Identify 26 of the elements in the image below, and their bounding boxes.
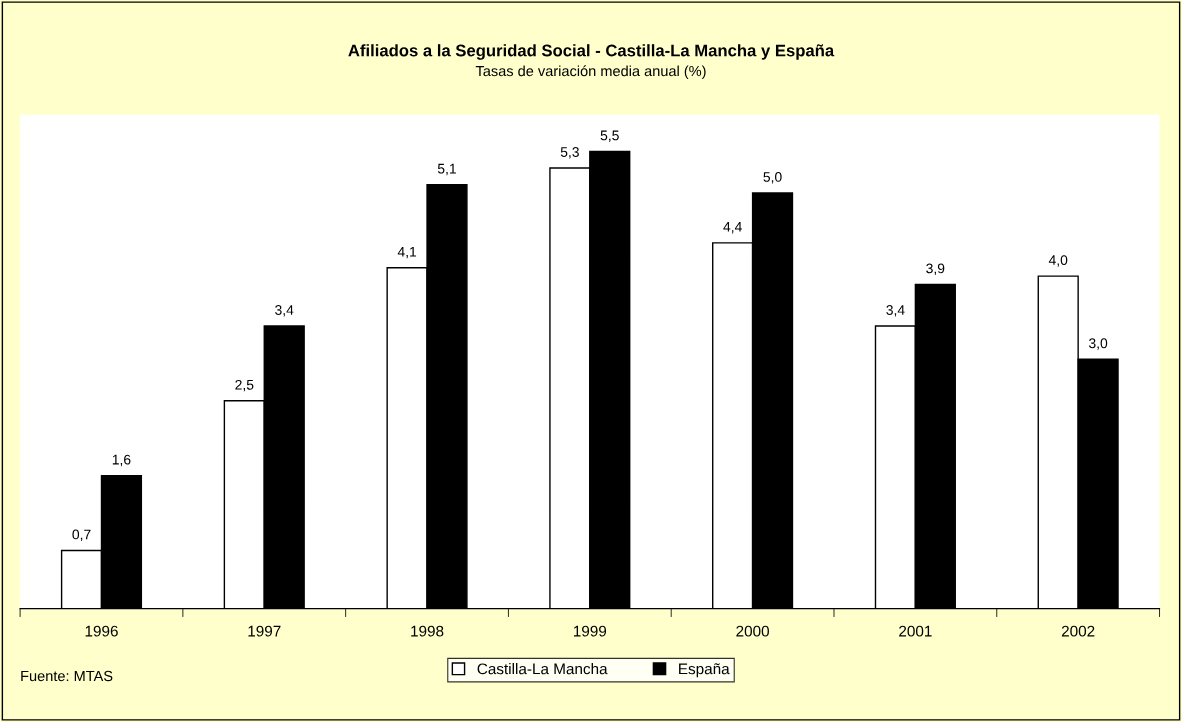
data-label: 0,7	[72, 529, 91, 542]
source-note: Fuente: MTAS	[21, 670, 113, 682]
data-label: 3,0	[1088, 338, 1108, 350]
x-tick-label: 1997	[248, 625, 281, 637]
data-label: 5,1	[437, 163, 456, 176]
x-tick-label: 1999	[573, 625, 607, 637]
legend-label: España	[679, 663, 730, 678]
data-label: 2,5	[235, 379, 254, 392]
data-label: 3,4	[275, 305, 294, 317]
legend-label: Castilla-La Mancha	[477, 663, 608, 675]
x-tick-label: 2002	[1061, 625, 1095, 637]
data-label: 5,3	[560, 147, 579, 159]
x-tick-label: 2000	[736, 625, 769, 637]
x-tick-label: 1996	[85, 625, 118, 637]
chart-subtitle: Tasas de variación media anual (%)	[475, 65, 706, 80]
data-label: 5,0	[763, 172, 782, 184]
data-label: 3,9	[926, 263, 945, 275]
chart-title: Afiliados a la Seguridad Social - Castilla-La Mancha y España	[348, 44, 835, 60]
x-tick-label: 2001	[899, 625, 932, 637]
data-label: 1,6	[112, 454, 131, 467]
x-tick-label: 1998	[411, 625, 444, 637]
data-label: 4,4	[723, 222, 742, 234]
data-label: 4,0	[1048, 255, 1068, 267]
data-label: 3,4	[886, 305, 905, 317]
data-label: 4,1	[397, 247, 417, 259]
data-label: 5,5	[600, 130, 619, 142]
